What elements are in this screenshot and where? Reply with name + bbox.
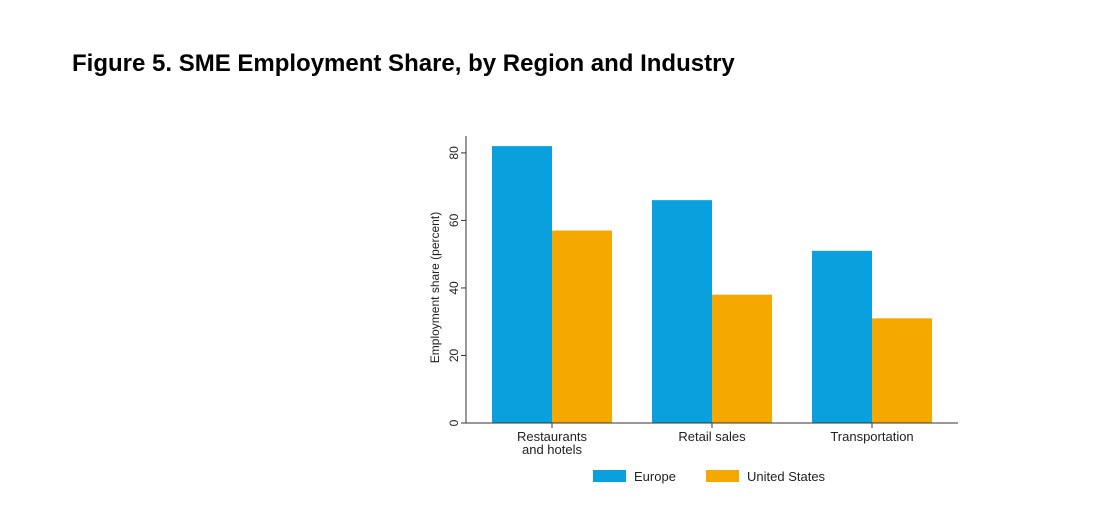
category-label: Retail sales [678,429,746,444]
category-label: and hotels [522,442,582,457]
figure-title: Figure 5. SME Employment Share, by Regio… [72,50,735,77]
y-tick-label: 80 [447,146,461,160]
y-axis-label: Employment share (percent) [428,212,442,363]
category-label: Restaurants [517,429,588,444]
bar [492,146,552,424]
y-tick-label: 40 [447,281,461,295]
bar [652,200,712,423]
bars [492,146,932,424]
legend-label: Europe [634,469,676,484]
legend-label: United States [747,469,826,484]
legend-swatch [593,470,626,482]
y-tick-label: 0 [447,419,461,426]
bar [812,250,872,423]
legend-swatch [706,470,739,482]
y-tick-label: 60 [447,213,461,227]
bar [712,294,772,423]
y-axis: 0 20 40 60 80 [447,136,467,426]
category-label: Transportation [830,429,913,444]
bar [552,230,612,423]
y-tick-label: 20 [447,348,461,362]
bar [872,318,932,423]
legend: Europe United States [593,469,826,484]
